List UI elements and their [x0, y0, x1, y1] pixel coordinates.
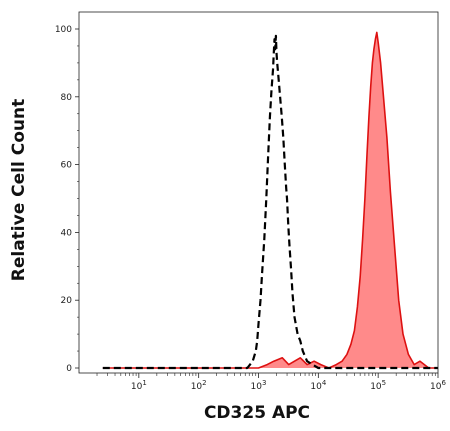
y-tick-label: 60 — [61, 161, 73, 171]
x-tick-label: 106 — [430, 379, 446, 392]
x-tick-label: 105 — [370, 379, 386, 392]
x-tick-label: 103 — [251, 379, 267, 392]
y-tick-label: 80 — [61, 93, 73, 103]
x-tick-label: 104 — [310, 379, 326, 392]
axes: 0 20 40 60 80 100 101 102 103 104 105 106 — [55, 25, 447, 392]
series-line-0 — [102, 34, 438, 370]
y-tick-label: 40 — [61, 228, 73, 238]
y-tick-label: 100 — [55, 25, 72, 35]
x-axis-title: CD325 APC — [204, 403, 310, 423]
x-tick-label: 101 — [131, 379, 147, 392]
series-line-1 — [102, 31, 438, 369]
series-fill-1 — [102, 32, 439, 369]
plot-area — [102, 31, 439, 370]
y-tick-label: 0 — [66, 364, 72, 374]
y-tick-label: 20 — [61, 296, 73, 306]
x-tick-label: 102 — [191, 379, 207, 392]
y-axis-title: Relative Cell Count — [9, 99, 29, 281]
